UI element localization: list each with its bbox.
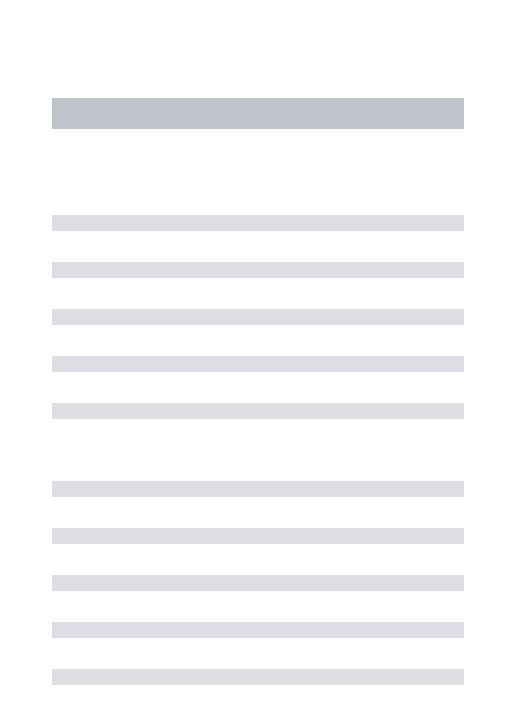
line-placeholder — [52, 215, 464, 231]
line-placeholder — [52, 262, 464, 278]
skeleton-container — [0, 0, 516, 685]
line-placeholder — [52, 403, 464, 419]
paragraph-placeholder-group-2 — [52, 481, 464, 685]
line-placeholder — [52, 669, 464, 685]
paragraph-placeholder-group-1 — [52, 215, 464, 419]
line-placeholder — [52, 575, 464, 591]
line-placeholder — [52, 309, 464, 325]
line-placeholder — [52, 356, 464, 372]
header-placeholder-bar — [52, 98, 464, 129]
line-placeholder — [52, 481, 464, 497]
line-placeholder — [52, 528, 464, 544]
line-placeholder — [52, 622, 464, 638]
